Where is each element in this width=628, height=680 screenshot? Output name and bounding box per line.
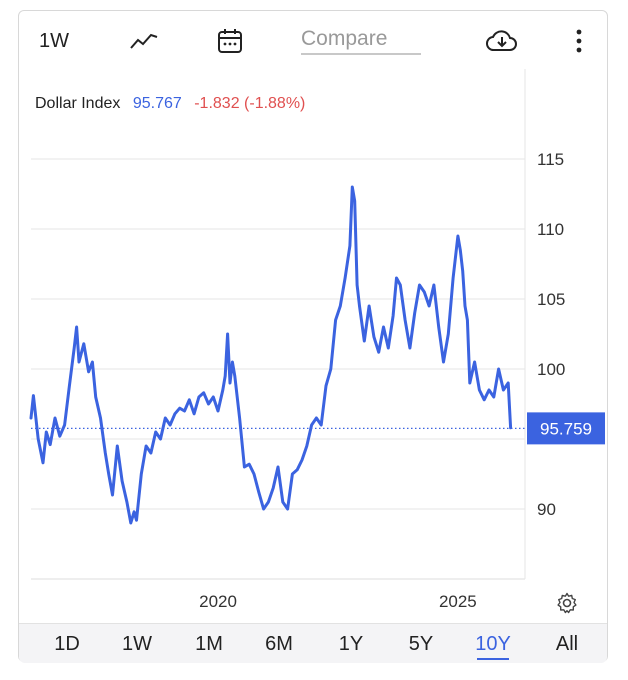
y-tick-label: 105 bbox=[537, 290, 565, 309]
y-tick-label: 90 bbox=[537, 500, 556, 519]
range-button-5y[interactable]: 5Y bbox=[408, 633, 434, 655]
chart-widget: 1W Compare Dollar Index 95. bbox=[18, 10, 608, 663]
series-line-0 bbox=[29, 185, 513, 525]
calendar-icon[interactable] bbox=[215, 27, 245, 55]
compare-input[interactable]: Compare bbox=[301, 25, 421, 55]
range-button-1w[interactable]: 1W bbox=[122, 633, 152, 655]
range-button-1d[interactable]: 1D bbox=[54, 633, 80, 655]
y-tick-label: 100 bbox=[537, 360, 565, 379]
range-button-1y[interactable]: 1Y bbox=[338, 633, 364, 655]
range-button-1m[interactable]: 1M bbox=[195, 633, 223, 655]
y-tick-label: 115 bbox=[537, 150, 564, 169]
price-tag bbox=[527, 412, 605, 445]
instrument-change: -1.832 (-1.88%) bbox=[194, 95, 306, 112]
instrument-name: Dollar Index bbox=[35, 95, 121, 112]
line-chart-icon[interactable] bbox=[127, 27, 161, 55]
gear-icon[interactable] bbox=[555, 591, 579, 615]
x-tick-label: 2020 bbox=[199, 592, 237, 611]
toolbar: 1W Compare bbox=[19, 11, 607, 69]
range-button-10y[interactable]: 10Y bbox=[469, 624, 517, 662]
more-vertical-icon[interactable] bbox=[569, 27, 589, 55]
quote-header: Dollar Index 95.767 -1.832 (-1.88%) bbox=[35, 95, 313, 113]
price-tag-label: 95.759 bbox=[540, 419, 592, 438]
instrument-value: 95.767 bbox=[132, 95, 182, 112]
y-tick-label: 110 bbox=[537, 220, 564, 239]
range-selector: 1D 1W 1M 6M 1Y 5Y 10Y All bbox=[19, 623, 607, 663]
interval-selector[interactable]: 1W bbox=[39, 29, 69, 52]
range-button-6m[interactable]: 6M bbox=[265, 633, 293, 655]
cloud-download-icon[interactable] bbox=[485, 27, 519, 55]
x-tick-label: 2025 bbox=[439, 592, 477, 611]
price-chart[interactable]: 90 100 105 110 115 2020 2025 95.759 bbox=[19, 11, 607, 623]
range-button-all[interactable]: All bbox=[555, 633, 579, 655]
